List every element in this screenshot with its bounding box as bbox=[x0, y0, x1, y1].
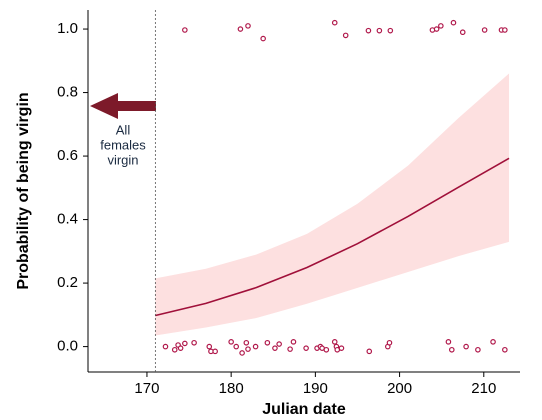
y-tick-label: 0.6 bbox=[57, 147, 78, 164]
x-tick-label: 170 bbox=[134, 380, 159, 397]
x-tick-label: 210 bbox=[471, 380, 496, 397]
point bbox=[245, 23, 251, 29]
x-axis-label: Julian date bbox=[262, 401, 346, 418]
point bbox=[303, 345, 309, 351]
point bbox=[463, 343, 469, 350]
point bbox=[448, 346, 455, 353]
point bbox=[287, 346, 293, 352]
point bbox=[276, 341, 282, 347]
point bbox=[459, 29, 466, 36]
point bbox=[433, 26, 440, 32]
x-tick-label: 180 bbox=[219, 380, 244, 397]
point bbox=[177, 345, 184, 351]
point bbox=[252, 343, 259, 350]
point bbox=[264, 339, 271, 346]
point bbox=[171, 346, 178, 353]
point bbox=[445, 339, 452, 345]
point bbox=[206, 343, 213, 350]
point bbox=[502, 27, 508, 33]
point bbox=[386, 339, 393, 346]
point bbox=[239, 350, 245, 356]
point bbox=[376, 27, 383, 34]
point bbox=[438, 23, 444, 29]
point bbox=[233, 343, 240, 350]
y-tick-label: 0.2 bbox=[57, 274, 78, 291]
fit-line bbox=[155, 157, 510, 317]
point bbox=[260, 35, 266, 42]
point bbox=[182, 340, 188, 347]
point bbox=[342, 32, 349, 39]
x-tick-label: 190 bbox=[303, 380, 328, 397]
annotation: females bbox=[100, 137, 146, 152]
point bbox=[228, 339, 234, 345]
point bbox=[272, 345, 278, 351]
point bbox=[475, 346, 481, 353]
x-tick-label: 200 bbox=[387, 380, 412, 397]
point bbox=[162, 343, 169, 350]
point bbox=[243, 339, 250, 346]
point bbox=[450, 19, 457, 26]
arrow bbox=[90, 93, 156, 119]
point bbox=[331, 339, 338, 345]
annotation: virgin bbox=[107, 152, 138, 167]
annotation: All bbox=[116, 122, 131, 137]
point bbox=[502, 346, 508, 353]
y-axis-label: Probability of being virgin bbox=[15, 92, 32, 289]
point bbox=[212, 348, 218, 355]
point bbox=[387, 27, 394, 34]
y-tick-label: 0.0 bbox=[57, 338, 78, 355]
point bbox=[338, 345, 345, 351]
point bbox=[237, 26, 244, 32]
y-tick-label: 1.0 bbox=[57, 20, 78, 37]
confidence-band bbox=[155, 73, 510, 336]
point bbox=[323, 346, 330, 353]
point bbox=[490, 339, 496, 345]
point bbox=[290, 339, 297, 345]
point bbox=[366, 348, 373, 355]
point bbox=[481, 27, 488, 33]
y-tick-label: 0.4 bbox=[57, 211, 78, 228]
point bbox=[191, 339, 197, 346]
point bbox=[182, 27, 188, 33]
y-tick-label: 0.8 bbox=[57, 84, 78, 101]
point bbox=[365, 27, 372, 34]
point bbox=[245, 346, 251, 352]
point bbox=[331, 19, 338, 26]
